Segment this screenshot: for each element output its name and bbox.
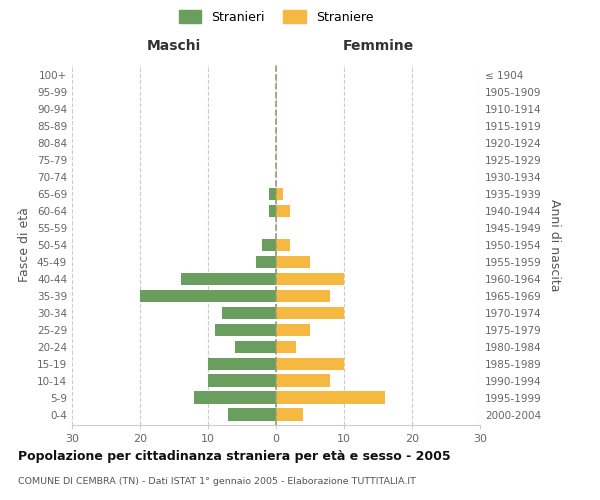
Text: Maschi: Maschi [147, 39, 201, 53]
Bar [229, 408, 276, 421]
Bar [276, 204, 290, 218]
Bar [276, 290, 331, 302]
Bar [221, 306, 276, 320]
Bar [276, 358, 344, 370]
Bar [269, 188, 276, 200]
Bar [235, 340, 276, 353]
Bar [208, 358, 276, 370]
Bar [276, 306, 344, 320]
Bar [276, 374, 331, 387]
Bar [208, 374, 276, 387]
Text: Popolazione per cittadinanza straniera per età e sesso - 2005: Popolazione per cittadinanza straniera p… [18, 450, 451, 463]
Text: COMUNE DI CEMBRA (TN) - Dati ISTAT 1° gennaio 2005 - Elaborazione TUTTITALIA.IT: COMUNE DI CEMBRA (TN) - Dati ISTAT 1° ge… [18, 478, 416, 486]
Bar [276, 256, 310, 268]
Bar [215, 324, 276, 336]
Bar [269, 204, 276, 218]
Bar [140, 290, 276, 302]
Bar [194, 392, 276, 404]
Legend: Stranieri, Straniere: Stranieri, Straniere [173, 5, 379, 28]
Y-axis label: Fasce di età: Fasce di età [19, 208, 31, 282]
Bar [262, 238, 276, 252]
Bar [276, 392, 385, 404]
Bar [276, 408, 303, 421]
Bar [276, 324, 310, 336]
Bar [181, 272, 276, 285]
Bar [276, 238, 290, 252]
Text: Femmine: Femmine [343, 39, 413, 53]
Bar [276, 188, 283, 200]
Y-axis label: Anni di nascita: Anni di nascita [548, 198, 561, 291]
Bar [276, 340, 296, 353]
Bar [256, 256, 276, 268]
Bar [276, 272, 344, 285]
